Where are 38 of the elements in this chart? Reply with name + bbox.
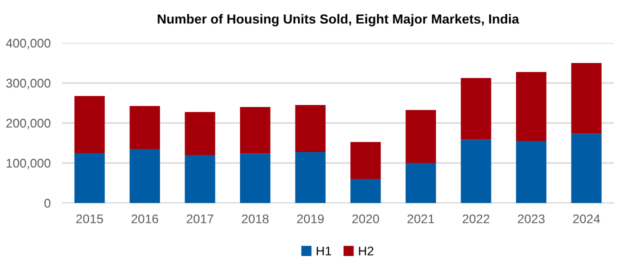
x-tick-label: 2022 (462, 214, 490, 224)
x-tick-label: 2024 (573, 214, 600, 224)
y-tick-label: 300,000 (6, 78, 50, 90)
y-tick-label: 400,000 (6, 38, 50, 50)
bar (460, 140, 492, 203)
x-tick-label: 2023 (518, 214, 545, 224)
x-tick-label: 2021 (408, 214, 434, 224)
bar (350, 179, 381, 203)
y-tick-label: 0 (44, 198, 50, 208)
bar (350, 142, 381, 179)
legend-label: H1 (316, 246, 332, 256)
x-tick-label: 2018 (242, 214, 269, 224)
y-tick-label: 200,000 (6, 118, 50, 130)
bar (74, 153, 105, 203)
bar (184, 155, 216, 203)
x-tick-label: 2016 (132, 214, 158, 224)
bar (571, 63, 602, 134)
y-tick-label: 100,000 (6, 158, 50, 170)
bar (240, 107, 270, 154)
bar (74, 96, 105, 153)
x-tick-label: 2017 (186, 214, 214, 224)
bar (460, 78, 492, 140)
bar (406, 110, 436, 163)
x-tick-label: 2015 (76, 214, 103, 224)
bar (130, 149, 160, 203)
bar (295, 105, 326, 152)
chart-title: Number of Housing Units Sold, Eight Major Markets, India (158, 14, 520, 26)
x-tick-label: 2020 (352, 214, 380, 224)
bar (516, 72, 546, 141)
bar (406, 163, 436, 203)
legend-label: H2 (359, 246, 374, 256)
bar (130, 106, 160, 149)
bar (516, 141, 546, 203)
bar (295, 152, 326, 203)
bar (240, 154, 270, 203)
x-tick-label: 2019 (297, 214, 324, 224)
bar (184, 112, 216, 155)
bar (571, 134, 602, 203)
